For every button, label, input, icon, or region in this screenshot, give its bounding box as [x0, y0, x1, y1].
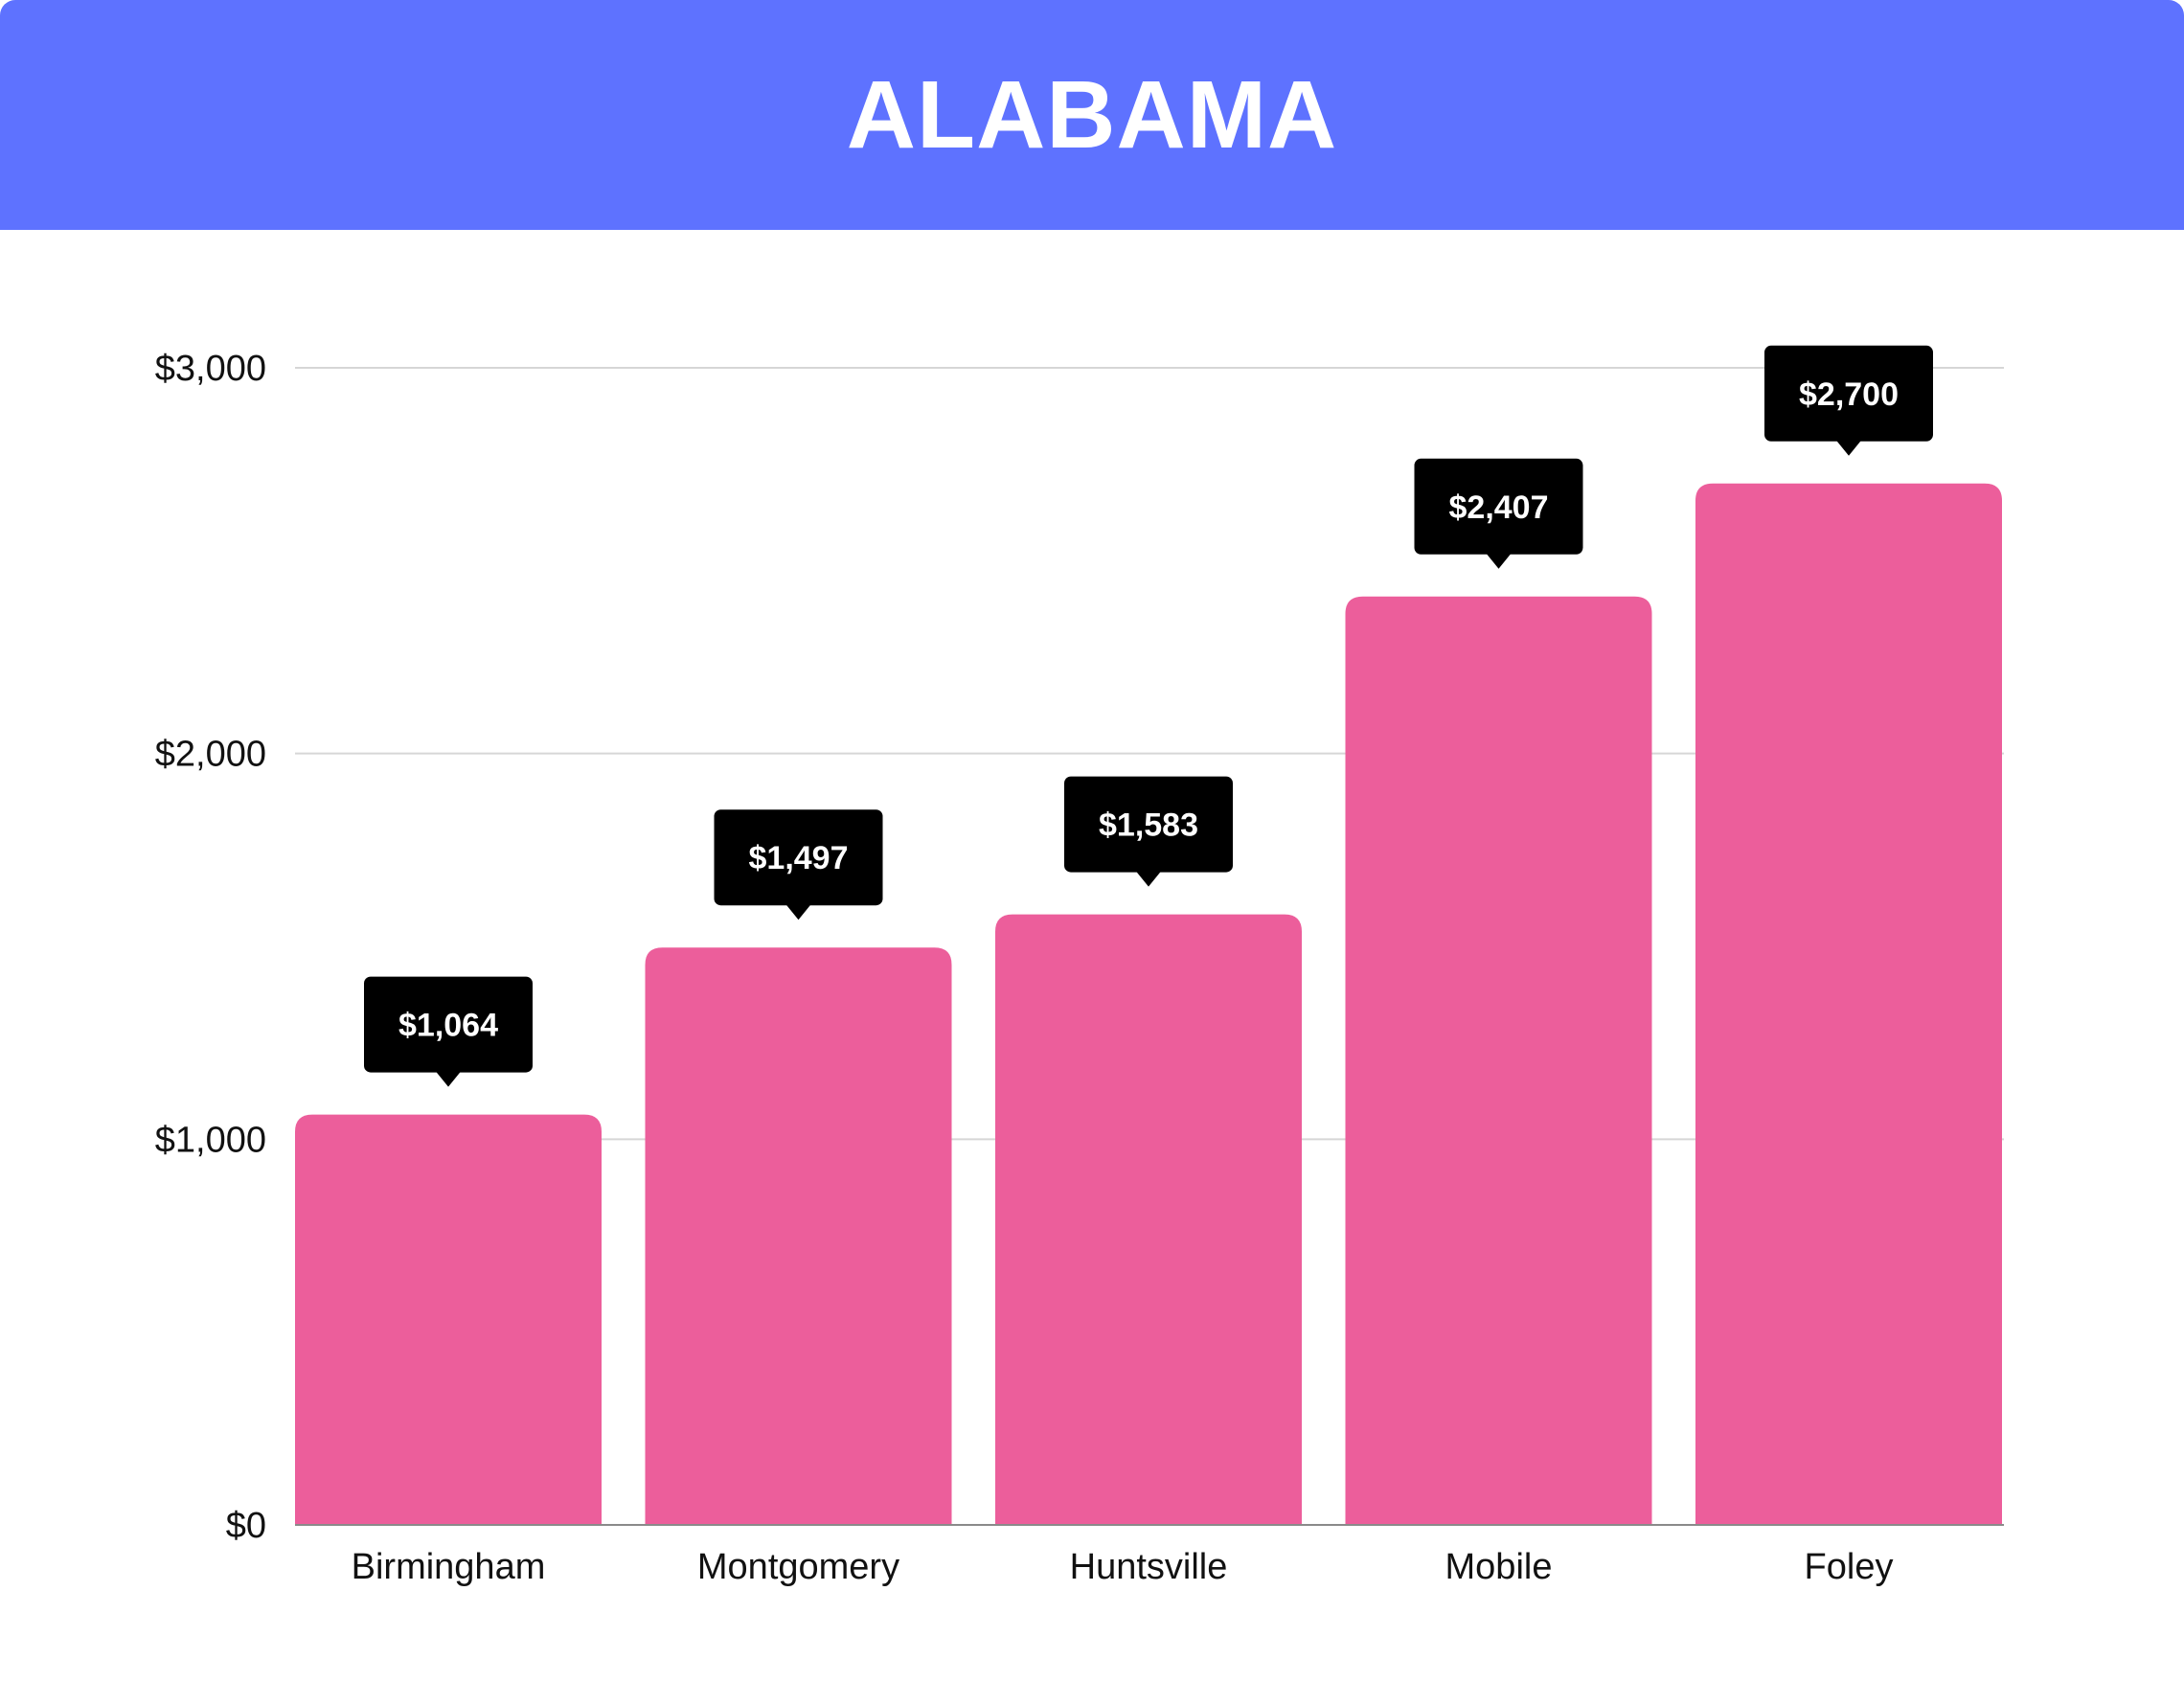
data-label: $1,064	[398, 1008, 498, 1044]
data-label: $1,583	[1099, 807, 1198, 844]
y-tick-label: $1,000	[155, 1120, 266, 1160]
data-label: $1,497	[749, 840, 849, 876]
data-label: $2,407	[1449, 489, 1549, 526]
chart-title: ALABAMA	[846, 60, 1338, 169]
y-tick-label: $0	[226, 1506, 266, 1546]
chart-header: ALABAMA	[0, 0, 2184, 230]
bars	[295, 483, 2002, 1525]
x-category-label: Mobile	[1445, 1547, 1553, 1587]
bar	[995, 914, 1302, 1525]
y-axis-ticks: $0 $1,000 $2,000 $3,000	[155, 349, 266, 1546]
data-label-box	[1764, 345, 1933, 442]
x-category-label: Montgomery	[697, 1547, 899, 1587]
bar	[295, 1114, 602, 1525]
x-category-label: Birmingham	[352, 1547, 546, 1587]
data-label-box	[1414, 458, 1583, 555]
data-label-pointer	[1486, 553, 1512, 569]
data-label-pointer	[436, 1071, 461, 1087]
x-category-label: Huntsville	[1070, 1547, 1228, 1587]
data-labels: $1,064 $1,497 $1,583 $2,407 $2,700	[364, 345, 1933, 1087]
data-label-pointer	[1136, 871, 1161, 887]
x-axis-categories: Birmingham Montgomery Huntsville Mobile Fole…	[352, 1547, 1894, 1587]
bar	[1345, 596, 1652, 1525]
data-label: $2,700	[1799, 376, 1899, 413]
data-label-pointer	[1836, 440, 1861, 456]
data-label-box	[714, 809, 883, 906]
bar	[1695, 483, 2002, 1525]
y-tick-label: $3,000	[155, 349, 266, 389]
data-label-box	[1064, 776, 1233, 873]
x-category-label: Foley	[1805, 1547, 1894, 1587]
bar	[645, 947, 952, 1525]
data-label-box	[364, 976, 533, 1073]
y-tick-label: $2,000	[155, 735, 266, 775]
data-label-pointer	[785, 904, 811, 921]
